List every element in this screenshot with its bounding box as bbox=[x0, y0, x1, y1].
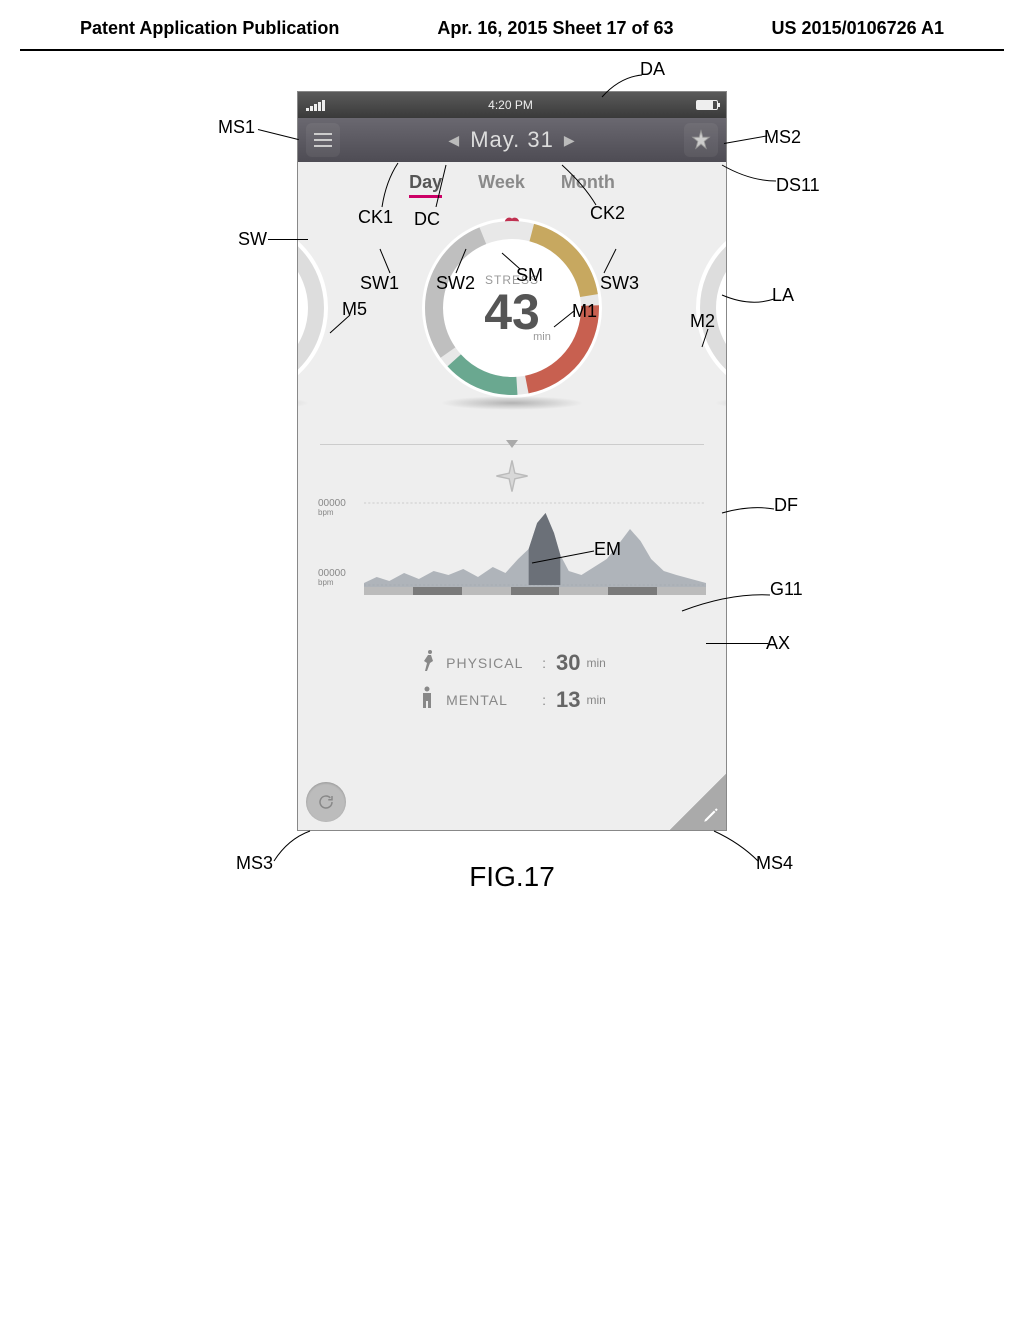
ring-row: 0 ep STRESS 43 bbox=[298, 208, 726, 438]
x-axis bbox=[364, 587, 706, 595]
hamburger-icon bbox=[314, 133, 332, 147]
divider bbox=[320, 444, 704, 445]
stat-physical: PHYSICAL: 30 min bbox=[418, 649, 606, 676]
header-right: US 2015/0106726 A1 bbox=[772, 18, 944, 39]
ring-left[interactable]: 0 ep bbox=[298, 218, 328, 398]
lead-EM: EM bbox=[594, 539, 621, 560]
stat-physical-value: 30 bbox=[556, 650, 580, 676]
lead-MS3: MS3 bbox=[236, 853, 273, 874]
refresh-button[interactable] bbox=[306, 782, 346, 822]
nav-date: May. 31 bbox=[470, 127, 554, 153]
tab-week[interactable]: Week bbox=[478, 172, 525, 198]
period-tabs: Day Week Month bbox=[298, 172, 726, 198]
lead-G11: G11 bbox=[770, 579, 803, 600]
signal-icon bbox=[306, 99, 325, 111]
lead-DF: DF bbox=[774, 495, 798, 516]
stat-mental: MENTAL: 13 min bbox=[418, 686, 606, 713]
y-label-bottom: 00000bpm bbox=[318, 569, 346, 587]
statusbar-time: 4:20 PM bbox=[488, 98, 533, 112]
stat-mental-label: MENTAL bbox=[446, 692, 532, 708]
star-icon bbox=[690, 129, 712, 151]
person-icon bbox=[418, 686, 436, 713]
pencil-icon bbox=[702, 806, 720, 824]
page-header: Patent Application Publication Apr. 16, … bbox=[20, 0, 1004, 51]
ring-left-svg bbox=[298, 218, 328, 398]
chart: 00000bpm 00000bpm bbox=[318, 499, 706, 609]
lead-DS11: DS11 bbox=[776, 175, 820, 196]
header-left: Patent Application Publication bbox=[80, 18, 339, 39]
battery-icon bbox=[696, 100, 718, 110]
menu-button[interactable] bbox=[306, 123, 340, 157]
y-label-top: 00000bpm bbox=[318, 499, 346, 517]
header-center: Apr. 16, 2015 Sheet 17 of 63 bbox=[437, 18, 673, 39]
stat-physical-unit: min bbox=[587, 656, 606, 670]
lead-SW: SW bbox=[238, 229, 267, 250]
chart-svg bbox=[364, 499, 706, 595]
stats: PHYSICAL: 30 min MENTAL: 13 min bbox=[298, 649, 726, 713]
compass-star-icon bbox=[495, 459, 529, 493]
lead-CK1: CK1 bbox=[358, 207, 393, 228]
statusbar: 4:20 PM bbox=[298, 92, 726, 118]
lead-SW1: SW1 bbox=[360, 273, 399, 294]
lead-SW3: SW3 bbox=[600, 273, 639, 294]
navbar: ◀ May. 31 ▶ bbox=[298, 118, 726, 162]
figure: 4:20 PM ◀ May. 31 ▶ Day Week Month bbox=[0, 51, 1024, 893]
lead-SW2: SW2 bbox=[436, 273, 475, 294]
figure-caption: FIG.17 bbox=[0, 861, 1024, 893]
next-date-button[interactable]: ▶ bbox=[564, 132, 576, 149]
prev-date-button[interactable]: ◀ bbox=[448, 132, 460, 149]
running-icon bbox=[418, 649, 436, 676]
star-button[interactable] bbox=[684, 123, 718, 157]
edit-button[interactable] bbox=[668, 772, 726, 830]
phone-screen: 4:20 PM ◀ May. 31 ▶ Day Week Month bbox=[297, 91, 727, 831]
stat-mental-value: 13 bbox=[556, 687, 580, 713]
lead-MS1: MS1 bbox=[218, 117, 255, 138]
date-nav: ◀ May. 31 ▶ bbox=[448, 127, 575, 153]
lead-DC: DC bbox=[414, 209, 440, 230]
ring-shadow bbox=[298, 396, 310, 410]
ring-shadow bbox=[714, 396, 726, 410]
refresh-icon bbox=[317, 793, 335, 811]
lead-AX: AX bbox=[766, 633, 790, 654]
ring-shadow bbox=[440, 396, 584, 410]
lead-MS4: MS4 bbox=[756, 853, 793, 874]
stat-mental-unit: min bbox=[587, 693, 606, 707]
stat-physical-label: PHYSICAL bbox=[446, 655, 532, 671]
lead-MS2: MS2 bbox=[764, 127, 801, 148]
em-marker[interactable] bbox=[298, 459, 726, 493]
